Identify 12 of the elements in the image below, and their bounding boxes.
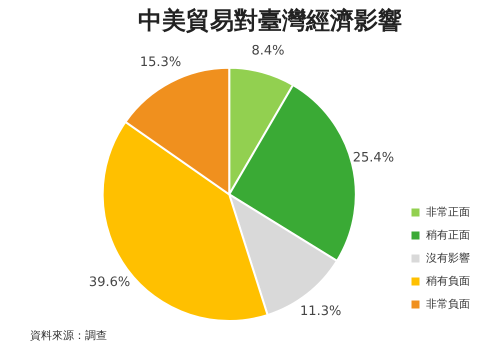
data-label: 8.4% [251,43,285,58]
legend-label: 非常正面 [426,206,470,219]
legend-label: 稍有負面 [426,276,470,288]
data-label: 39.6% [88,274,130,290]
data-label: 15.3% [140,55,182,70]
legend-label: 稍有正面 [426,230,470,242]
data-label: 25.4% [352,150,394,166]
legend-label: 非常負面 [426,298,470,311]
source-note: 資料來源：調查 [30,328,107,343]
chart-title: 中美貿易對臺灣經濟影響 [138,6,402,35]
data-label: 11.3% [300,304,342,319]
legend-label: 沒有影響 [426,252,470,265]
